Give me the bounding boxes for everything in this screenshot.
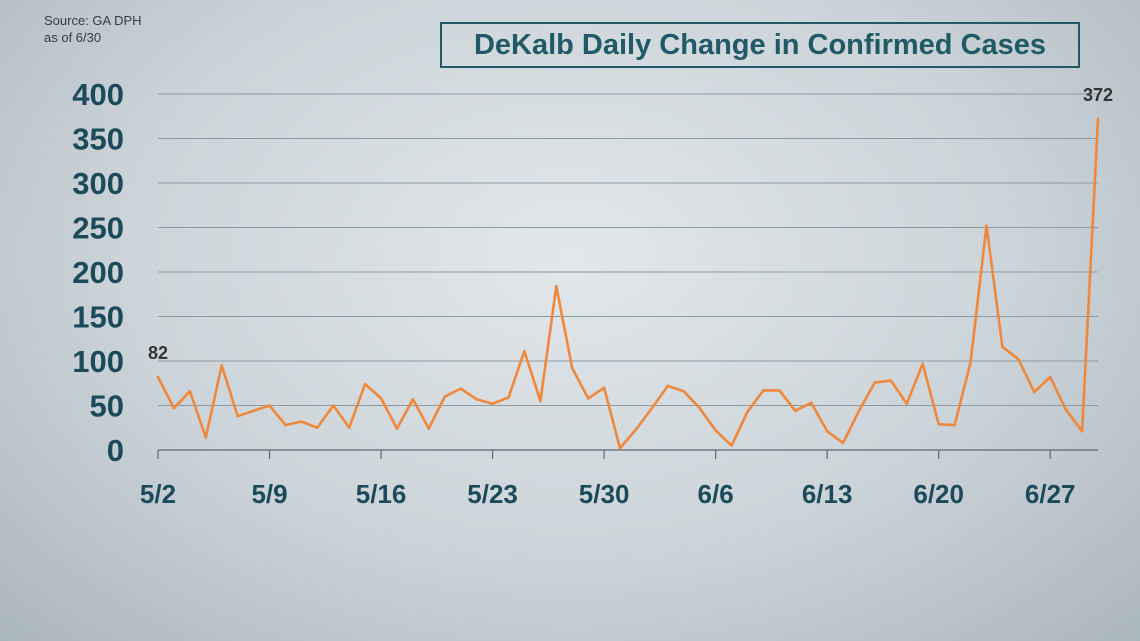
x-tick-label: 5/16 (356, 479, 407, 509)
data-point (1080, 430, 1084, 433)
data-point (714, 429, 717, 432)
y-tick-label: 400 (72, 77, 124, 112)
data-point (825, 430, 829, 433)
data-point (475, 397, 478, 401)
data-point (555, 284, 558, 288)
data-point (762, 389, 765, 392)
data-point (602, 386, 606, 390)
x-tick-label: 6/20 (913, 479, 964, 509)
data-point (650, 406, 654, 410)
x-tick-label: 6/27 (1025, 479, 1076, 509)
gridlines (158, 93, 1098, 406)
data-point (172, 406, 176, 410)
y-tick-label: 150 (72, 300, 124, 335)
series-line (156, 117, 1100, 450)
data-point (284, 423, 287, 427)
data-point (1032, 390, 1036, 394)
data-point (188, 389, 192, 393)
data-label: 82 (148, 343, 168, 363)
data-point (778, 389, 781, 392)
data-point (347, 426, 351, 430)
data-point (236, 414, 239, 418)
data-point (618, 446, 622, 450)
data-point (969, 361, 972, 365)
data-point (411, 397, 415, 401)
data-point (204, 436, 208, 439)
x-tick-label: 5/9 (251, 479, 287, 509)
chart-title: DeKalb Daily Change in Confirmed Cases (473, 28, 1047, 61)
series-layer (156, 117, 1100, 450)
data-point (427, 427, 431, 430)
data-point (985, 224, 988, 228)
data-point (746, 410, 749, 414)
data-point (252, 409, 255, 413)
data-point (857, 409, 861, 413)
data-point (953, 423, 956, 427)
data-point (395, 427, 399, 430)
data-point (905, 402, 909, 406)
data-point (507, 396, 510, 399)
data-point (634, 428, 638, 431)
data-point (156, 375, 160, 379)
x-tick-label: 6/13 (802, 479, 853, 509)
x-tick-label: 5/23 (467, 479, 518, 509)
data-point (937, 422, 940, 426)
data-point (1017, 357, 1020, 361)
y-tick-label: 100 (72, 344, 124, 379)
y-axis-ticks: 0 50 100 150 200 250 300 350 400 (72, 77, 124, 468)
data-point (491, 402, 494, 406)
x-axis: 5/2 5/9 5/16 5/23 5/30 6/6 6/13 6/20 6/27 (140, 449, 1098, 509)
data-point (300, 420, 303, 423)
chart-title-box: DeKalb Daily Change in Confirmed Cases (440, 22, 1080, 68)
y-tick-label: 200 (72, 255, 124, 290)
y-tick-label: 50 (90, 389, 124, 424)
data-point (1096, 117, 1100, 121)
data-point (459, 387, 463, 390)
data-point (539, 399, 542, 403)
data-point (809, 401, 813, 405)
data-point (331, 404, 335, 407)
data-point (523, 349, 526, 353)
x-tick-label: 5/30 (579, 479, 630, 509)
y-tick-label: 300 (72, 166, 124, 201)
data-point (730, 444, 733, 447)
data-point (682, 389, 686, 393)
data-point (220, 364, 224, 367)
as-of-line: as of 6/30 (44, 30, 102, 45)
data-point (873, 381, 877, 384)
data-point (1001, 345, 1004, 349)
data-point (443, 395, 447, 398)
y-tick-label: 350 (72, 122, 124, 157)
data-labels: 82 372 (148, 85, 1113, 363)
data-point (1048, 375, 1052, 379)
data-point (921, 362, 925, 365)
source-note: Source: GA DPH as of 6/30 (44, 12, 142, 46)
y-tick-label: 0 (107, 433, 124, 468)
y-tick-label: 250 (72, 211, 124, 246)
x-tick-label: 6/6 (698, 479, 734, 509)
source-line: Source: GA DPH (44, 13, 142, 28)
data-point (268, 404, 271, 407)
data-point (1064, 408, 1068, 412)
data-label: 372 (1083, 85, 1113, 105)
data-point (570, 366, 574, 370)
x-tick-label: 5/2 (140, 479, 176, 509)
data-point (316, 426, 319, 430)
data-point (793, 409, 797, 413)
data-point (841, 441, 845, 445)
data-point (379, 397, 383, 400)
data-point (666, 384, 670, 388)
data-point (698, 406, 701, 410)
data-point (586, 397, 590, 400)
data-point (363, 382, 367, 386)
data-point (889, 379, 893, 382)
